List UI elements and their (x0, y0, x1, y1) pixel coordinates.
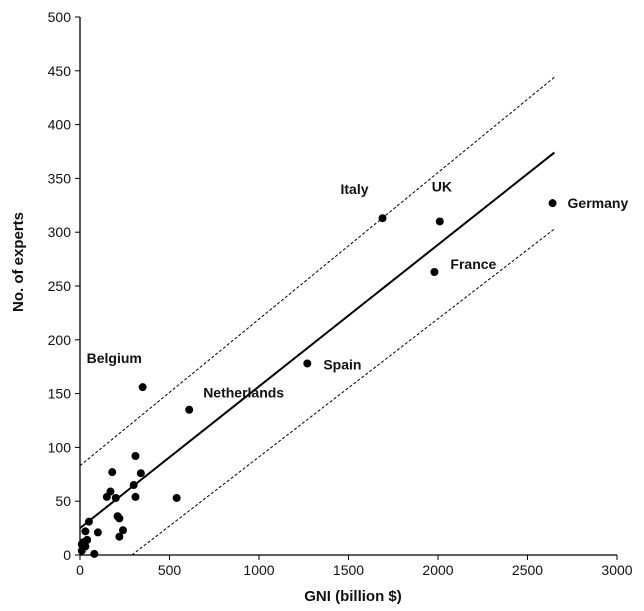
x-axis-title: GNI (billion $) (304, 588, 402, 605)
data-point (131, 452, 140, 461)
data-points (77, 199, 557, 558)
data-point (185, 405, 194, 414)
point-label-italy: Italy (341, 181, 369, 197)
point-label-uk: UK (432, 178, 452, 194)
data-point (77, 546, 86, 555)
data-point (435, 217, 444, 226)
upper-confidence-band (79, 76, 555, 467)
x-tick-label: 500 (158, 562, 182, 578)
x-tick-label: 0 (76, 562, 84, 578)
data-point (548, 199, 557, 208)
y-axis-title: No. of experts (10, 212, 27, 312)
x-tick-label: 2500 (512, 562, 543, 578)
y-tick-label: 150 (48, 386, 72, 402)
y-tick-label: 300 (48, 224, 72, 240)
y-tick-label: 50 (55, 493, 71, 509)
regression-line (79, 151, 555, 529)
x-tick-label: 1500 (333, 562, 364, 578)
y-tick-label: 100 (48, 439, 72, 455)
data-point (81, 527, 90, 536)
data-point (138, 383, 147, 392)
y-tick-label: 250 (48, 278, 72, 294)
x-tick-label: 2000 (422, 562, 453, 578)
point-label-spain: Spain (323, 356, 361, 372)
y-tick-label: 450 (48, 63, 72, 79)
fit-lines (79, 76, 555, 556)
axes: 0 50 100 150 200 250 300 350 400 450 500 0 500 1000 15… (48, 9, 633, 578)
data-point (84, 517, 93, 526)
data-point (131, 492, 140, 501)
x-tick-label: 1000 (243, 562, 274, 578)
y-tick-label: 0 (63, 547, 71, 563)
point-labels: Germany UK Italy France Spain Netherlands Belg… (87, 178, 629, 400)
point-label-france: France (450, 256, 496, 272)
y-tick-label: 500 (48, 9, 72, 25)
data-point (172, 493, 181, 502)
data-point (102, 492, 111, 501)
data-point (129, 481, 138, 490)
data-point (111, 493, 120, 502)
y-tick-label: 200 (48, 332, 72, 348)
data-point (93, 528, 102, 537)
data-point (136, 469, 145, 478)
data-point (303, 359, 312, 368)
data-point (118, 526, 127, 535)
x-tick-label: 3000 (601, 562, 632, 578)
point-label-germany: Germany (568, 195, 629, 211)
data-point (378, 214, 387, 223)
data-point (115, 532, 124, 541)
data-point (430, 268, 439, 277)
data-point (108, 468, 117, 477)
data-point (115, 514, 124, 523)
data-point (90, 549, 99, 558)
point-label-belgium: Belgium (87, 350, 142, 366)
y-tick-label: 350 (48, 170, 72, 186)
y-tick-label: 400 (48, 117, 72, 133)
lower-confidence-band (131, 228, 555, 556)
point-label-netherlands: Netherlands (203, 385, 284, 401)
